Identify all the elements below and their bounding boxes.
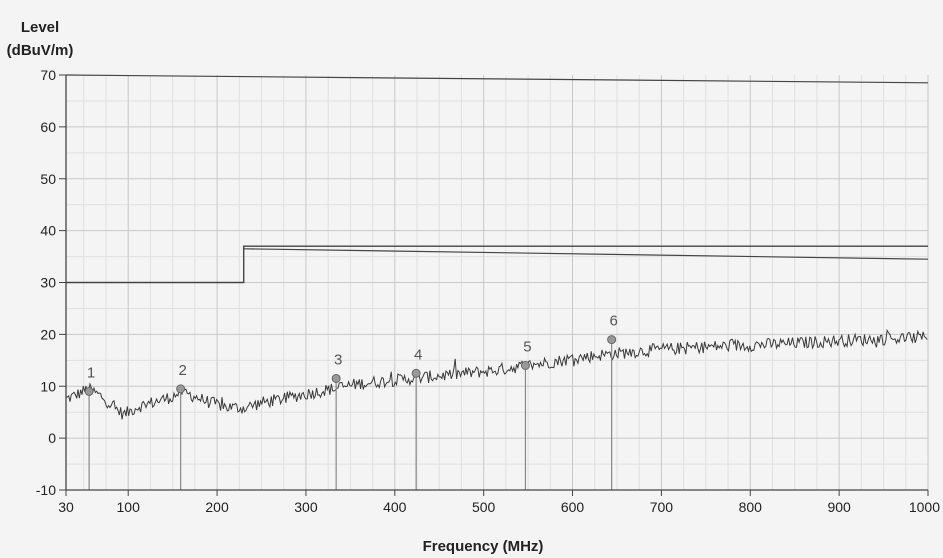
marker-2-label: 2 — [178, 362, 186, 379]
x-tick-label: 900 — [827, 499, 851, 515]
marker-6-label: 6 — [609, 313, 617, 330]
y-tick-label: -10 — [36, 482, 56, 498]
markers-layer: 1 2 3 4 5 6 — [84, 313, 618, 490]
limit-line-lower — [243, 248, 929, 260]
y-axis-label-line2: (dBuV/m) — [7, 42, 74, 59]
marker-1-label: 1 — [87, 364, 95, 381]
y-tick-label: 70 — [40, 67, 56, 83]
x-tick-label: 600 — [561, 499, 585, 515]
measurement-trace — [65, 328, 928, 420]
x-tick-label: 1000 — [909, 499, 940, 515]
marker-6-dot — [607, 335, 617, 345]
tick-labels: -10 0 10 20 30 40 50 60 70 30 100 200 300 400 500 600 70… — [36, 67, 940, 515]
x-tick-label: 300 — [294, 499, 318, 515]
y-axis-label-line1: Level — [21, 19, 59, 36]
marker-3-label: 3 — [334, 351, 342, 368]
marker-4-label: 4 — [414, 346, 422, 363]
y-tick-label: 30 — [40, 275, 56, 291]
y-tick-label: 0 — [48, 430, 56, 446]
marker-5-label: 5 — [523, 339, 531, 356]
x-tick-label: 800 — [739, 499, 763, 515]
limit-line — [66, 245, 928, 284]
x-tick-label: 100 — [117, 499, 141, 515]
marker-2-dot — [176, 384, 186, 394]
marker-1-dot — [84, 386, 94, 396]
upper-line — [65, 74, 929, 84]
x-tick-label: 200 — [205, 499, 229, 515]
y-tick-label: 20 — [40, 326, 56, 342]
x-tick-label: 400 — [383, 499, 407, 515]
y-tick-label: 60 — [40, 119, 56, 135]
marker-5-dot — [520, 361, 530, 370]
marker-3-dot — [331, 373, 341, 383]
marker-4-dot — [411, 368, 421, 378]
x-axis-label: Frequency (MHz) — [423, 538, 544, 555]
trace-layer — [65, 328, 928, 420]
y-tick-label: 50 — [40, 171, 56, 187]
x-tick-label: 30 — [58, 499, 74, 515]
x-tick-label: 500 — [472, 499, 496, 515]
y-tick-label: 10 — [40, 378, 56, 394]
limit-lines — [65, 74, 929, 284]
axes — [59, 74, 929, 496]
y-tick-label: 40 — [40, 223, 56, 239]
x-tick-label: 700 — [650, 499, 674, 515]
